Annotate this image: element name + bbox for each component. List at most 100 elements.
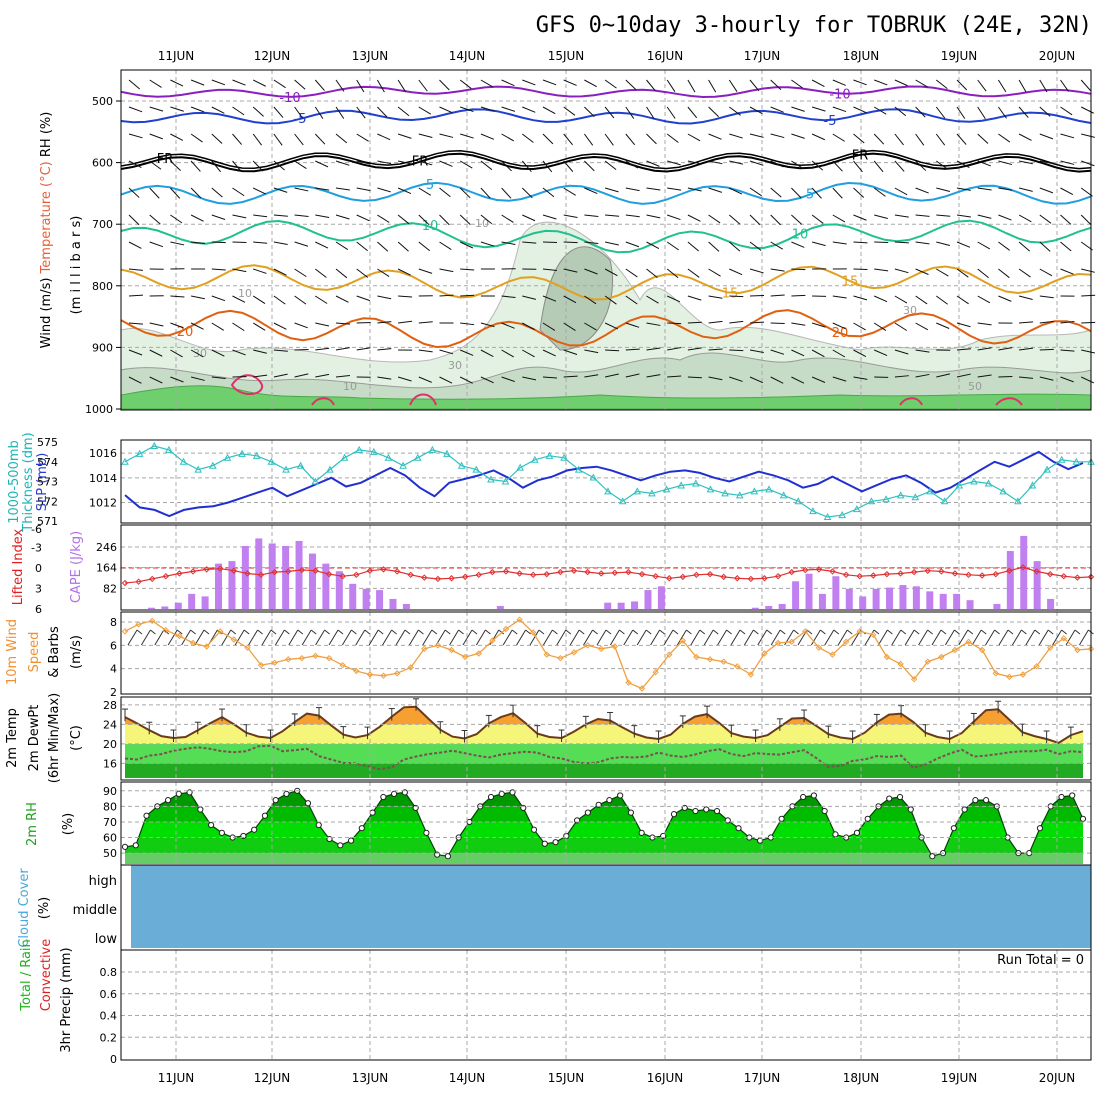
wind10-barb-26 [475,629,486,646]
upper-barb-396 [542,295,557,302]
li-point-22 [421,574,428,581]
upper-barb-290 [294,241,309,247]
isotherm-minus5 [120,108,1092,125]
upper-barb-130 [873,133,885,145]
upper-barb-237 [170,214,183,224]
li-point-69 [1060,572,1067,580]
wind10-barb-58 [904,629,915,646]
cape-bar-54 [859,596,867,609]
wind10-barb-tick-34 [592,629,598,635]
upper-barb-1 [149,79,162,88]
wind10-point-57 [897,660,904,668]
wind10-point-59 [924,658,931,665]
upper-barb-257 [584,214,599,217]
wind10-barb-18 [368,629,379,646]
upper-barb-264 [728,214,741,225]
rh-70-area [120,385,1092,410]
rh-point-64 [810,792,817,799]
upper-barb-272 [894,214,909,218]
date-label-bottom-11JUN: 11JUN [158,1071,195,1085]
upper-barb-170 [729,160,744,165]
upper-barb-512 [998,347,1013,351]
upper-barb-494 [625,348,640,351]
upper-barb-414 [915,295,928,305]
upper-barb-443 [542,322,556,331]
upper-barb-232 [1039,187,1054,194]
rh-label-1-part-0: 2m RH [25,802,40,846]
upper-barb-307 [646,241,660,249]
upper-barb-470 [128,349,143,356]
upper-barb-129 [853,133,865,144]
rh-label-2: (%) [61,813,76,836]
thickness-point-30 [560,453,568,461]
upper-barb-244 [315,214,330,218]
upper-barb-217 [729,187,743,195]
rh-point-75 [929,853,936,860]
upper-barb-515 [1060,349,1075,352]
slp-label-thickness-units: Thickness (dm) [21,432,36,532]
thickness-point-22 [443,449,451,457]
wind10-barb-tick-27 [498,629,505,635]
upper-barb-544 [687,376,702,379]
upper-barb-353 [625,268,638,278]
upper-barb-532 [439,376,453,384]
cape-bar-10 [268,543,276,609]
upper-barb-413 [894,295,908,304]
upper-barb-376 [128,294,144,297]
upper-barb-325 [1018,241,1031,252]
wind10-barb-tick-29 [525,629,531,635]
li-ytick-3: 3 [35,583,42,596]
thickness-point-4 [179,457,188,465]
rh-point-39 [541,840,548,847]
rh-point-12 [251,826,258,833]
li-point-48 [774,572,782,580]
cape-bar-65 [1006,551,1014,609]
upper-barb-231 [1018,187,1033,192]
upper-barb-449 [667,322,682,325]
cape-bar-39 [657,586,665,609]
thickness-point-2 [150,441,159,449]
upper-barb-169 [708,160,723,165]
wind10-point-58 [910,675,918,683]
rh-point-47 [627,809,635,816]
wind10-barb-34 [583,629,594,646]
thickness-point-56 [940,497,949,505]
isotherm-label-10-0: 10 [422,219,439,234]
thickness-point-42 [735,491,744,499]
upper-barb-295 [397,241,409,252]
cape-bar-61 [953,593,961,609]
wind10-barb-59 [918,629,929,646]
upper-barb-17 [480,79,494,88]
upper-barb-139 [1060,133,1075,139]
wind10-point-45 [734,663,741,670]
cape-bar-38 [644,590,652,609]
wind10-barb-tick-25 [471,629,478,635]
precip-label-1-part-0: Total / Rain [19,939,34,1012]
upper-barb-429 [252,322,266,331]
li-point-14 [312,567,319,574]
upper-barb-336 [273,268,287,276]
wind10-point-6 [203,643,210,650]
upper-barb-473 [190,349,204,358]
upper-barb-441 [501,322,515,329]
wind10-label-3: & Barbs [47,626,62,678]
upper-barb-107 [397,133,412,139]
wind10-barb-19 [382,629,393,646]
thickness-point-32 [589,473,598,481]
upper-barb-555 [915,373,930,378]
rh-point-72 [896,793,904,801]
wind10-point-54 [856,628,863,635]
upper-barb-3 [190,79,205,86]
wind10-point-60 [938,653,945,661]
upper-barb-16 [459,79,472,89]
upper-barb-113 [521,133,534,143]
cape-bar-37 [631,601,639,609]
rh-point-59 [756,837,764,844]
upper-barb-385 [315,295,328,304]
upper-barb-333 [211,268,226,271]
upper-barb-152 [356,160,371,165]
rh-90-contour-5 [995,397,1023,406]
wind10-point-63 [978,646,986,654]
upper-barb-117 [604,133,614,146]
upper-barb-128 [832,133,845,142]
